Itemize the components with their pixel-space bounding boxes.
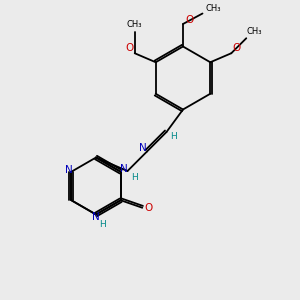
Text: O: O <box>185 15 194 26</box>
Text: CH₃: CH₃ <box>246 27 262 36</box>
Text: N: N <box>139 142 147 153</box>
Text: N: N <box>65 165 73 175</box>
Text: H: H <box>99 220 106 229</box>
Text: CH₃: CH₃ <box>127 20 142 29</box>
Text: N: N <box>92 212 100 222</box>
Text: H: H <box>132 173 138 182</box>
Text: CH₃: CH₃ <box>205 4 221 14</box>
Text: O: O <box>232 43 241 53</box>
Text: O: O <box>144 203 152 213</box>
Text: N: N <box>120 164 128 175</box>
Text: O: O <box>125 43 134 53</box>
Text: H: H <box>170 132 176 141</box>
